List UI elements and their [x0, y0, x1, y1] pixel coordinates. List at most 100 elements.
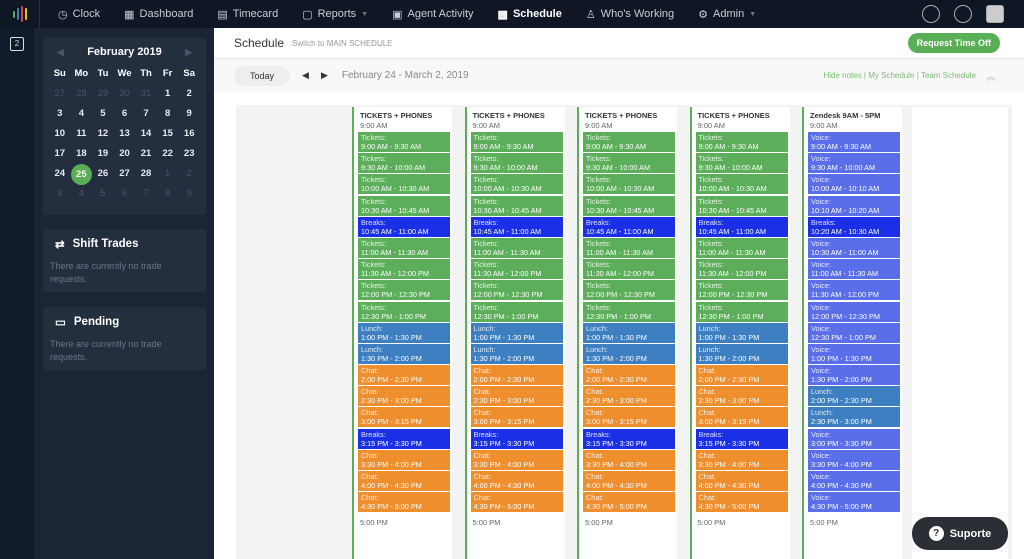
- schedule-block[interactable]: Breaks: 10:45 AM - 11:00 AM: [358, 216, 450, 237]
- schedule-block[interactable]: Tickets: 10:00 AM - 10:30 AM: [583, 174, 675, 195]
- calendar-day[interactable]: 15: [162, 128, 173, 139]
- calendar-day[interactable]: 29: [97, 88, 109, 99]
- schedule-block[interactable]: Lunch: 1:00 PM - 1:30 PM: [583, 322, 675, 343]
- schedule-block[interactable]: Chat: 4:30 PM - 5:00 PM: [470, 492, 563, 513]
- schedule-block[interactable]: Chat: 4:30 PM - 5:00 PM: [358, 492, 450, 513]
- calendar-day[interactable]: 11: [76, 128, 87, 139]
- schedule-block[interactable]: Chat: 3:00 PM - 3:15 PM: [695, 407, 788, 428]
- nav-admin[interactable]: ⚙ Admin ▼: [698, 8, 756, 21]
- request-time-off-button[interactable]: Request Time Off: [907, 33, 1000, 53]
- calendar-day[interactable]: 9: [186, 188, 192, 199]
- schedule-block[interactable]: Tickets: 9:30 AM - 10:00 AM: [470, 153, 563, 174]
- calendar-day[interactable]: 19: [97, 148, 109, 159]
- schedule-block[interactable]: Tickets: 12:00 PM - 12:30 PM: [583, 280, 675, 301]
- schedule-block[interactable]: Lunch: 1:00 PM - 1:30 PM: [695, 322, 788, 343]
- schedule-block[interactable]: Tickets: 11:30 AM - 12:00 PM: [695, 259, 788, 280]
- schedule-block[interactable]: Tickets: 10:30 AM - 10:45 AM: [695, 195, 788, 216]
- schedule-block[interactable]: Chat: 4:00 PM - 4:30 PM: [358, 471, 450, 491]
- calendar-day[interactable]: 3: [57, 108, 63, 119]
- schedule-block[interactable]: Breaks: 10:45 AM - 11:00 AM: [583, 216, 675, 237]
- schedule-block[interactable]: Voice: 11:00 AM - 11:30 AM: [808, 259, 900, 280]
- schedule-block[interactable]: Tickets: 12:30 PM - 1:00 PM: [358, 301, 450, 322]
- schedule-block[interactable]: Chat: 2:30 PM - 3:00 PM: [358, 386, 450, 407]
- schedule-block[interactable]: Tickets: 12:00 PM - 12:30 PM: [470, 280, 563, 301]
- schedule-block[interactable]: Chat: 3:30 PM - 4:00 PM: [583, 449, 675, 470]
- schedule-block[interactable]: Tickets: 11:00 AM - 11:30 AM: [583, 237, 675, 258]
- calendar-day[interactable]: 2: [186, 168, 192, 179]
- schedule-block[interactable]: Tickets: 12:30 PM - 1:00 PM: [470, 301, 563, 322]
- schedule-block[interactable]: Chat: 3:00 PM - 3:15 PM: [358, 407, 450, 428]
- schedule-block[interactable]: Tickets: 12:00 PM - 12:30 PM: [358, 280, 450, 301]
- calendar-day[interactable]: 31: [140, 88, 152, 99]
- calendar-day[interactable]: 4: [78, 108, 84, 119]
- schedule-block[interactable]: Chat: 2:00 PM - 2:30 PM: [583, 365, 675, 386]
- schedule-block[interactable]: Chat: 4:30 PM - 5:00 PM: [695, 492, 788, 513]
- next-month-button[interactable]: ▶: [185, 46, 192, 57]
- calendar-day[interactable]: 27: [54, 88, 66, 99]
- calendar-icon[interactable]: 2: [10, 37, 24, 51]
- collapse-icon[interactable]: ︽: [986, 72, 996, 83]
- schedule-block[interactable]: Voice: 1:00 PM - 1:30 PM: [808, 343, 900, 364]
- schedule-block[interactable]: Tickets: 11:00 AM - 11:30 AM: [470, 237, 563, 258]
- schedule-block[interactable]: Lunch: 2:30 PM - 3:00 PM: [808, 407, 900, 428]
- view-links[interactable]: Hide notes | My Schedule | Team Schedule: [823, 71, 976, 80]
- nav-clock[interactable]: ◷ Clock: [58, 8, 100, 21]
- schedule-block[interactable]: Breaks: 10:20 AM - 10:30 AM: [808, 216, 900, 237]
- calendar-day[interactable]: 30: [119, 88, 130, 99]
- schedule-block[interactable]: Chat: 3:00 PM - 3:15 PM: [583, 407, 675, 428]
- schedule-block[interactable]: Lunch: 1:30 PM - 2:00 PM: [695, 343, 788, 364]
- calendar-day[interactable]: 27: [119, 168, 130, 179]
- calendar-day[interactable]: 20: [119, 148, 130, 159]
- schedule-block[interactable]: Tickets: 9:30 AM - 10:00 AM: [358, 153, 450, 174]
- calendar-day[interactable]: 5: [100, 188, 106, 199]
- schedule-block[interactable]: Breaks: 3:15 PM - 3:30 PM: [695, 428, 788, 449]
- today-button[interactable]: Today: [234, 65, 291, 86]
- schedule-block[interactable]: Chat: 2:30 PM - 3:00 PM: [695, 386, 788, 407]
- schedule-block[interactable]: Voice: 4:00 PM - 4:30 PM: [808, 471, 900, 491]
- switch-schedule-link[interactable]: Switch to MAIN SCHEDULE: [292, 38, 393, 48]
- schedule-block[interactable]: Chat: 4:30 PM - 5:00 PM: [583, 492, 675, 513]
- calendar-day[interactable]: 1: [164, 88, 171, 99]
- schedule-block[interactable]: Tickets: 11:00 AM - 11:30 AM: [695, 237, 788, 258]
- schedule-block[interactable]: Tickets: 10:00 AM - 10:30 AM: [358, 174, 450, 195]
- schedule-block[interactable]: Tickets: 9:30 AM - 10:00 AM: [583, 153, 675, 174]
- schedule-block[interactable]: Chat: 3:00 PM - 3:15 PM: [470, 407, 563, 428]
- schedule-block[interactable]: Chat: 3:30 PM - 4:00 PM: [358, 449, 450, 470]
- calendar-day[interactable]: 6: [121, 108, 128, 119]
- calendar-day[interactable]: 8: [164, 108, 171, 119]
- schedule-block[interactable]: Chat: 2:30 PM - 3:00 PM: [470, 386, 563, 407]
- notifications-icon[interactable]: [954, 5, 972, 23]
- schedule-block[interactable]: Voice: 10:10 AM - 10:20 AM: [808, 195, 900, 216]
- calendar-day[interactable]: 22: [162, 148, 173, 159]
- schedule-block[interactable]: Breaks: 10:45 AM - 11:00 AM: [695, 216, 788, 237]
- calendar-day[interactable]: 13: [119, 128, 130, 139]
- calendar-day-selected[interactable]: 25: [70, 164, 93, 185]
- nav-timecard[interactable]: ▤ Timecard: [217, 8, 278, 21]
- schedule-block[interactable]: Lunch: 1:00 PM - 1:30 PM: [470, 322, 563, 343]
- schedule-block[interactable]: Voice: 10:00 AM - 10:10 AM: [808, 174, 900, 195]
- calendar-day[interactable]: 28: [140, 168, 152, 179]
- schedule-block[interactable]: Tickets: 11:30 AM - 12:00 PM: [583, 259, 675, 280]
- calendar-day[interactable]: 7: [143, 108, 149, 119]
- support-button[interactable]: ? Suporte: [912, 517, 1008, 550]
- nav-reports[interactable]: ▢ Reports ▼: [302, 8, 368, 21]
- schedule-block[interactable]: Tickets: 10:30 AM - 10:45 AM: [470, 195, 563, 216]
- schedule-block[interactable]: Tickets: 12:00 PM - 12:30 PM: [695, 280, 788, 301]
- schedule-block[interactable]: Breaks: 3:15 PM - 3:30 PM: [583, 428, 675, 449]
- nav-dashboard[interactable]: ▦ Dashboard: [124, 8, 193, 21]
- schedule-block[interactable]: Tickets: 9:30 AM - 10:00 AM: [695, 153, 788, 174]
- schedule-block[interactable]: Breaks: 3:15 PM - 3:30 PM: [358, 428, 450, 449]
- schedule-block[interactable]: Tickets: 10:30 AM - 10:45 AM: [358, 195, 450, 216]
- schedule-block[interactable]: Lunch: 2:00 PM - 2:30 PM: [808, 386, 900, 407]
- schedule-block[interactable]: Chat: 3:30 PM - 4:00 PM: [695, 449, 788, 470]
- schedule-block[interactable]: Tickets: 10:00 AM - 10:30 AM: [470, 174, 563, 195]
- schedule-block[interactable]: Voice: 12:00 PM - 12:30 PM: [808, 301, 900, 322]
- calendar-day[interactable]: 21: [140, 148, 152, 159]
- calendar-day[interactable]: 16: [183, 128, 195, 139]
- calendar-day[interactable]: 12: [97, 128, 109, 139]
- calendar-day[interactable]: 14: [140, 128, 152, 139]
- next-week-button[interactable]: ▶: [320, 70, 328, 80]
- schedule-block[interactable]: Voice: 10:30 AM - 11:00 AM: [808, 237, 900, 258]
- schedule-block[interactable]: Tickets: 9:00 AM - 9:30 AM: [583, 132, 675, 152]
- prev-week-button[interactable]: ◀: [302, 70, 309, 80]
